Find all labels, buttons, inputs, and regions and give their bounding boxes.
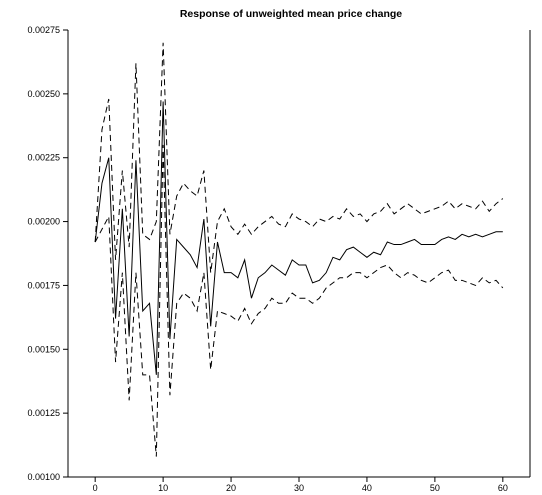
y-tick-label: 0.00175	[27, 280, 60, 290]
impulse-response-line	[94, 101, 503, 375]
x-tick-label: 10	[158, 483, 168, 493]
confidence-band-line-2	[94, 144, 504, 457]
y-tick-label: 0.00100	[27, 472, 60, 482]
confidence-band-line-1	[94, 42, 504, 273]
axes: 0.00100 0.00125 0.00150 0.00175 0.00200 0.002…	[27, 25, 531, 493]
y-tick-label: 0.00150	[27, 344, 60, 354]
y-tick-label: 0.00275	[27, 25, 60, 35]
y-tick-label: 0.00250	[27, 89, 60, 99]
x-tick-label: 40	[362, 483, 372, 493]
x-tick-label: 30	[294, 483, 304, 493]
y-tick-label: 0.00125	[27, 408, 60, 418]
chart-title: Response of unweighted mean price change	[180, 8, 402, 20]
x-tick-label: 0	[93, 483, 98, 493]
x-tick-label: 20	[226, 483, 236, 493]
x-tick-label: 60	[498, 483, 508, 493]
x-tick-label: 50	[430, 483, 440, 493]
series-group	[94, 42, 504, 457]
y-tick-label: 0.00200	[27, 217, 60, 227]
y-tick-label: 0.00225	[27, 153, 60, 163]
